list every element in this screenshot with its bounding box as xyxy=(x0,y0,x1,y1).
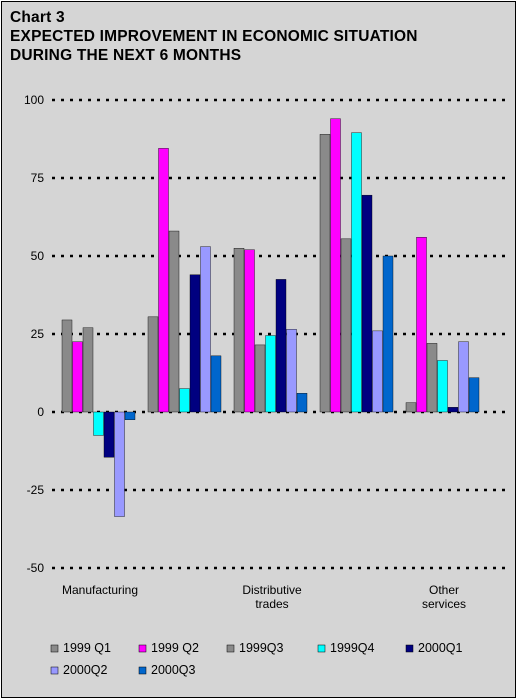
chart-title-line-3: DURING THE NEXT 6 MONTHS xyxy=(10,47,242,64)
bar xyxy=(426,343,438,413)
legend-swatch xyxy=(138,644,147,653)
bar xyxy=(286,329,297,413)
bar xyxy=(361,194,373,413)
bar xyxy=(61,319,73,413)
bar xyxy=(330,118,341,413)
bar xyxy=(416,237,427,413)
legend-label: 2000Q1 xyxy=(418,641,463,655)
bar xyxy=(72,341,83,413)
bar xyxy=(275,279,287,413)
bar xyxy=(210,355,222,413)
legend-swatch xyxy=(317,644,326,653)
legend-label: 1999 Q1 xyxy=(63,641,111,655)
bar xyxy=(319,134,331,413)
y-tick-label: -50 xyxy=(27,561,45,575)
bar xyxy=(254,344,266,413)
bar xyxy=(382,255,394,413)
bar xyxy=(147,316,159,413)
legend-swatch xyxy=(50,644,59,653)
legend-swatch xyxy=(405,644,414,653)
bar xyxy=(114,411,125,517)
y-tick-label: 50 xyxy=(31,249,45,263)
legend-label: 1999Q4 xyxy=(330,641,375,655)
bar xyxy=(179,388,190,413)
bar xyxy=(447,407,459,413)
y-tick-label: -25 xyxy=(27,483,45,497)
bar xyxy=(103,411,115,458)
bar xyxy=(189,274,201,413)
legend: 1999 Q1 1999 Q2 1999Q3 1999Q4 2000Q1 2000Q2 20… xyxy=(50,641,463,677)
bar xyxy=(82,327,94,413)
legend-label: 1999Q3 xyxy=(239,641,284,655)
legend-swatch xyxy=(226,644,235,653)
y-tick-label: 75 xyxy=(31,171,45,185)
bar xyxy=(296,393,308,413)
bar xyxy=(437,360,448,413)
legend-swatch xyxy=(50,666,59,675)
bar xyxy=(93,411,104,436)
category-label: Manufacturing xyxy=(62,583,138,597)
bar xyxy=(200,246,211,413)
y-axis-ticks: 100 75 50 25 0 -25 -50 xyxy=(24,93,44,575)
bar xyxy=(265,335,276,413)
chart-title-line-1: Chart 3 xyxy=(10,9,65,26)
chart-title-line-2: EXPECTED IMPROVEMENT IN ECONOMIC SITUATI… xyxy=(10,28,418,45)
chart-title: Chart 3 EXPECTED IMPROVEMENT IN ECONOMIC… xyxy=(10,8,418,65)
bar xyxy=(233,247,245,413)
bar xyxy=(168,230,180,413)
bar xyxy=(244,249,255,413)
y-tick-label: 0 xyxy=(37,405,44,419)
bar xyxy=(340,238,352,413)
y-tick-label: 25 xyxy=(31,327,45,341)
bar xyxy=(468,377,480,413)
category-label: Other xyxy=(429,583,459,597)
category-label: Distributive xyxy=(242,583,302,597)
bar xyxy=(351,132,362,413)
bar xyxy=(405,402,417,413)
legend-label: 2000Q2 xyxy=(63,663,108,677)
bar xyxy=(372,330,383,413)
bar xyxy=(158,148,169,413)
bars xyxy=(61,118,480,517)
legend-label: 1999 Q2 xyxy=(151,641,199,655)
legend-swatch xyxy=(138,666,147,675)
bar xyxy=(124,411,136,421)
legend-label: 2000Q3 xyxy=(151,663,196,677)
y-tick-label: 100 xyxy=(24,93,44,107)
category-label: trades xyxy=(255,597,288,611)
category-label: services xyxy=(422,597,466,611)
bar xyxy=(458,341,469,413)
